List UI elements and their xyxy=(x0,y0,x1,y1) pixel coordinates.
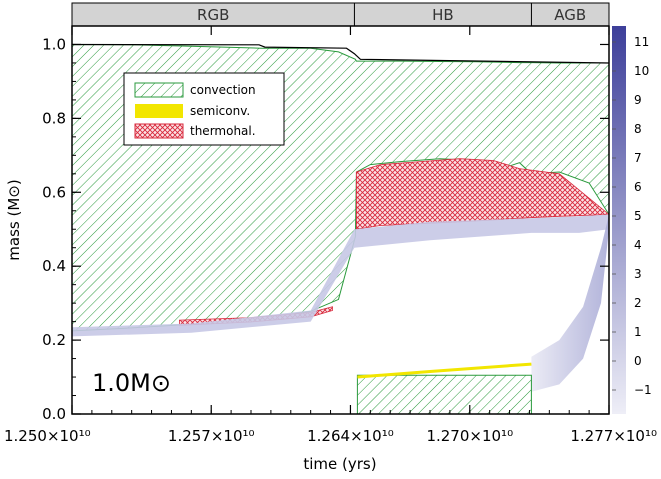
legend-swatch-convection xyxy=(134,82,184,98)
phase-bar-background xyxy=(71,2,610,27)
y-tick-label: 1.0 xyxy=(42,35,66,53)
stellar-mass-annotation: 1.0M⊙ xyxy=(92,369,171,397)
y-axis: 0.0 0.2 0.4 0.6 0.8 1.0 xyxy=(42,35,609,423)
thermohaline-hb-region xyxy=(356,158,609,230)
legend: convection semiconv. thermohal. xyxy=(123,72,285,146)
semiconvection-line xyxy=(357,362,532,379)
phase-label: AGB xyxy=(554,6,586,24)
legend-label-thermohaline: thermohal. xyxy=(190,124,256,138)
y-tick-label: 0.2 xyxy=(42,331,66,349)
colorbar-tick-label: 2 xyxy=(634,296,642,310)
colorbar-tick-label: 8 xyxy=(634,122,642,136)
x-tick-label: 1.264×10¹⁰ xyxy=(307,427,394,445)
x-tick-label: 1.250×10¹⁰ xyxy=(4,427,91,445)
colorbar-tick-label: 11 xyxy=(634,35,649,49)
y-tick-label: 0.4 xyxy=(42,257,66,275)
legend-label-semiconvection: semiconv. xyxy=(190,104,250,118)
colorbar-gradient xyxy=(612,26,626,414)
y-tick-label: 0.0 xyxy=(42,405,66,423)
x-tick-label: 1.277×10¹⁰ xyxy=(570,427,657,445)
colorbar-tick-label: 1 xyxy=(634,325,642,339)
legend-swatch-semiconvection xyxy=(135,104,183,118)
y-axis-title: mass (M⊙) xyxy=(5,179,23,260)
colorbar-tick-label: 3 xyxy=(634,267,642,281)
phase-bar: RGB HB AGB xyxy=(71,2,610,27)
x-axis-title: time (yrs) xyxy=(303,455,376,473)
agb-burning-region xyxy=(531,214,609,392)
phase-label: RGB xyxy=(197,6,229,24)
colorbar-tick-label: −1 xyxy=(634,383,652,397)
colorbar-tick-label: 10 xyxy=(634,64,649,78)
core-convection-region xyxy=(356,374,532,414)
colorbar-tick-label: 7 xyxy=(634,151,642,165)
colorbar-tick-label: 4 xyxy=(634,238,642,252)
total-mass-line xyxy=(72,43,609,64)
x-axis: 1.250×10¹⁰ 1.257×10¹⁰ 1.264×10¹⁰ 1.270×10¹⁰… xyxy=(4,26,657,445)
phase-label: HB xyxy=(432,6,454,24)
colorbar-tick-label: 9 xyxy=(634,93,642,107)
legend-swatch-thermohaline xyxy=(134,123,184,139)
y-tick-label: 0.8 xyxy=(42,109,66,127)
colorbar-tick-label: 5 xyxy=(634,209,642,223)
x-tick-label: 1.257×10¹⁰ xyxy=(168,427,255,445)
burning-shell-region xyxy=(72,214,609,337)
colorbar: −1 0 1 2 3 4 5 6 7 8 9 10 11 xyxy=(612,26,652,414)
y-tick-label: 0.6 xyxy=(42,183,66,201)
colorbar-tick-label: 6 xyxy=(634,180,642,194)
plot-frame xyxy=(71,25,610,415)
x-tick-label: 1.270×10¹⁰ xyxy=(426,427,513,445)
colorbar-tick-label: 0 xyxy=(634,354,642,368)
legend-label-convection: convection xyxy=(190,83,256,97)
